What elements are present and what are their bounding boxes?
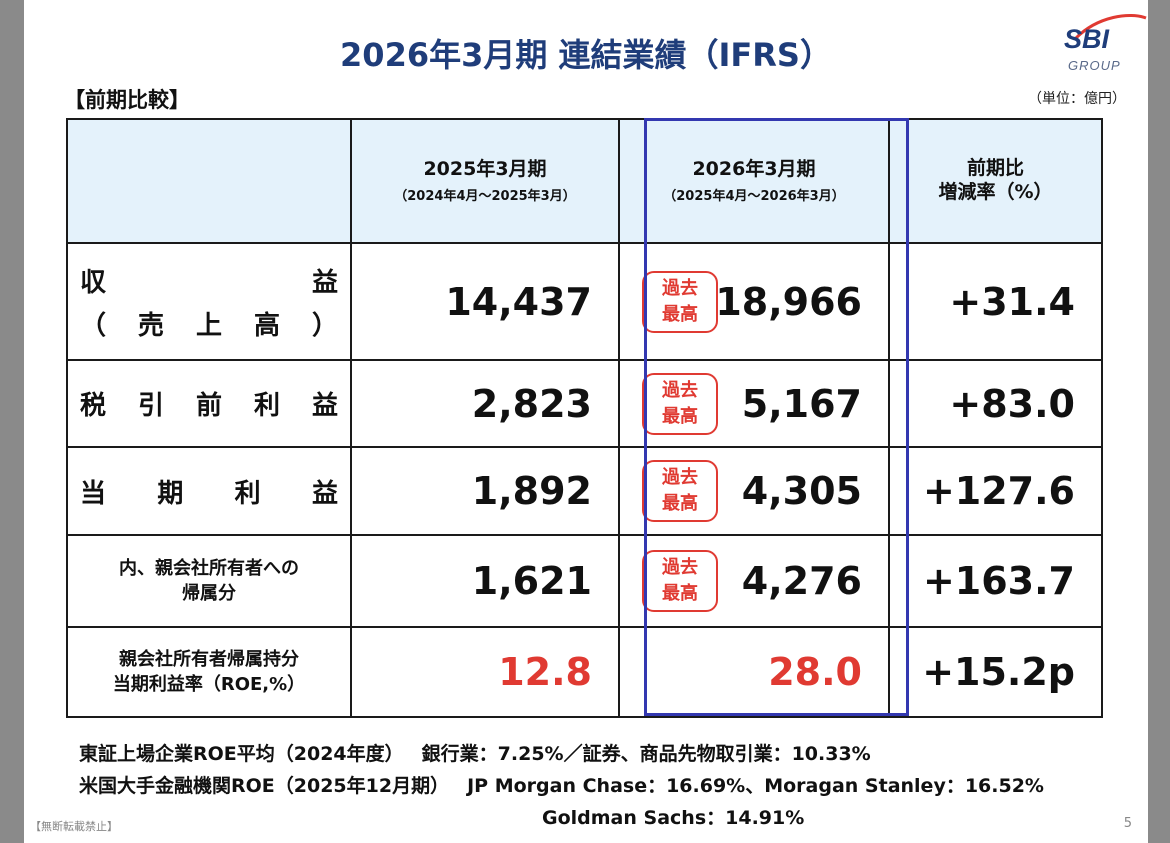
copyright-footer: 【無断転載禁止】 — [30, 820, 118, 833]
benchmark-notes: 東証上場企業ROE平均（2024年度） 銀行業：7.25%／証券、商品先物取引業：… — [79, 738, 1044, 834]
header-change-rate: 前期比 増減率（%） — [888, 118, 1103, 244]
record-high-badge: 過去 最高 — [642, 550, 718, 612]
section-label: 【前期比較】 — [64, 88, 190, 112]
cell-prev-roe: 12.8 — [350, 626, 620, 718]
cell-prev-net: 1,892 — [350, 446, 620, 536]
unit-label: （単位：億円） — [1028, 91, 1126, 107]
header-prev-period: 2025年3月期 （2024年4月～2025年3月） — [350, 118, 620, 244]
header-empty-cell — [66, 118, 352, 244]
cell-change-attributable: +163.7 — [888, 534, 1103, 628]
cell-change-revenue: +31.4 — [888, 242, 1103, 361]
cell-curr-roe: 28.0 — [618, 626, 890, 718]
cell-prev-revenue: 14,437 — [350, 242, 620, 361]
slide-title: 2026年3月期 連結業績（IFRS） — [340, 36, 832, 74]
cell-change-roe: +15.2p — [888, 626, 1103, 718]
row-label-attributable: 内、親会社所有者への 帰属分 — [66, 534, 352, 628]
table-row-revenue: 収 益 （ 売 上 高 ） 14,437 過去 最高 18,966 +31.4 — [66, 242, 1103, 361]
table-row-net-profit: 当 期 利 益 1,892 過去 最高 4,305 +127.6 — [66, 446, 1103, 536]
record-high-badge: 過去 最高 — [642, 372, 718, 435]
cell-curr-net: 過去 最高 4,305 — [618, 446, 890, 536]
page-number: 5 — [1123, 816, 1132, 831]
cell-curr-revenue: 過去 最高 18,966 — [618, 242, 890, 361]
cell-prev-attributable: 1,621 — [350, 534, 620, 628]
table-row-roe: 親会社所有者帰属持分 当期利益率（ROE,%） 12.8 28.0 +15.2p — [66, 626, 1103, 718]
cell-curr-pretax: 過去 最高 5,167 — [618, 359, 890, 448]
logo-text: SBI — [1064, 24, 1110, 54]
cell-curr-attributable: 過去 最高 4,276 — [618, 534, 890, 628]
cell-change-net: +127.6 — [888, 446, 1103, 536]
logo-swoosh-icon — [1074, 14, 1147, 40]
row-label-net-profit: 当 期 利 益 — [66, 446, 352, 536]
table-row-pretax-profit: 税 引 前 利 益 2,823 過去 最高 5,167 +83.0 — [66, 359, 1103, 448]
note-line-3: Goldman Sachs：14.91% — [542, 807, 805, 829]
row-label-roe: 親会社所有者帰属持分 当期利益率（ROE,%） — [66, 626, 352, 718]
record-high-badge: 過去 最高 — [642, 270, 718, 333]
table-header-row: 2025年3月期 （2024年4月～2025年3月） 2026年3月期 （202… — [66, 118, 1103, 244]
cell-prev-pretax: 2,823 — [350, 359, 620, 448]
results-table: 2025年3月期 （2024年4月～2025年3月） 2026年3月期 （202… — [66, 118, 1103, 718]
table-row-attributable: 内、親会社所有者への 帰属分 1,621 過去 最高 4,276 +163.7 — [66, 534, 1103, 628]
cell-change-pretax: +83.0 — [888, 359, 1103, 448]
note-line-2: 米国大手金融機関ROE（2025年12月期） JP Morgan Chase：16… — [79, 775, 1044, 797]
record-high-badge: 過去 最高 — [642, 460, 718, 522]
logo-subtext: GROUP — [1068, 58, 1121, 73]
row-label-revenue: 収 益 （ 売 上 高 ） — [66, 242, 352, 361]
note-line-1: 東証上場企業ROE平均（2024年度） 銀行業：7.25%／証券、商品先物取引業：… — [79, 743, 871, 765]
sbi-group-logo: SBI GROUP — [1058, 10, 1148, 76]
slide: 2026年3月期 連結業績（IFRS） SBI GROUP 【前期比較】 （単位… — [24, 0, 1148, 843]
header-curr-period: 2026年3月期 （2025年4月～2026年3月） — [618, 118, 890, 244]
row-label-pretax-profit: 税 引 前 利 益 — [66, 359, 352, 448]
